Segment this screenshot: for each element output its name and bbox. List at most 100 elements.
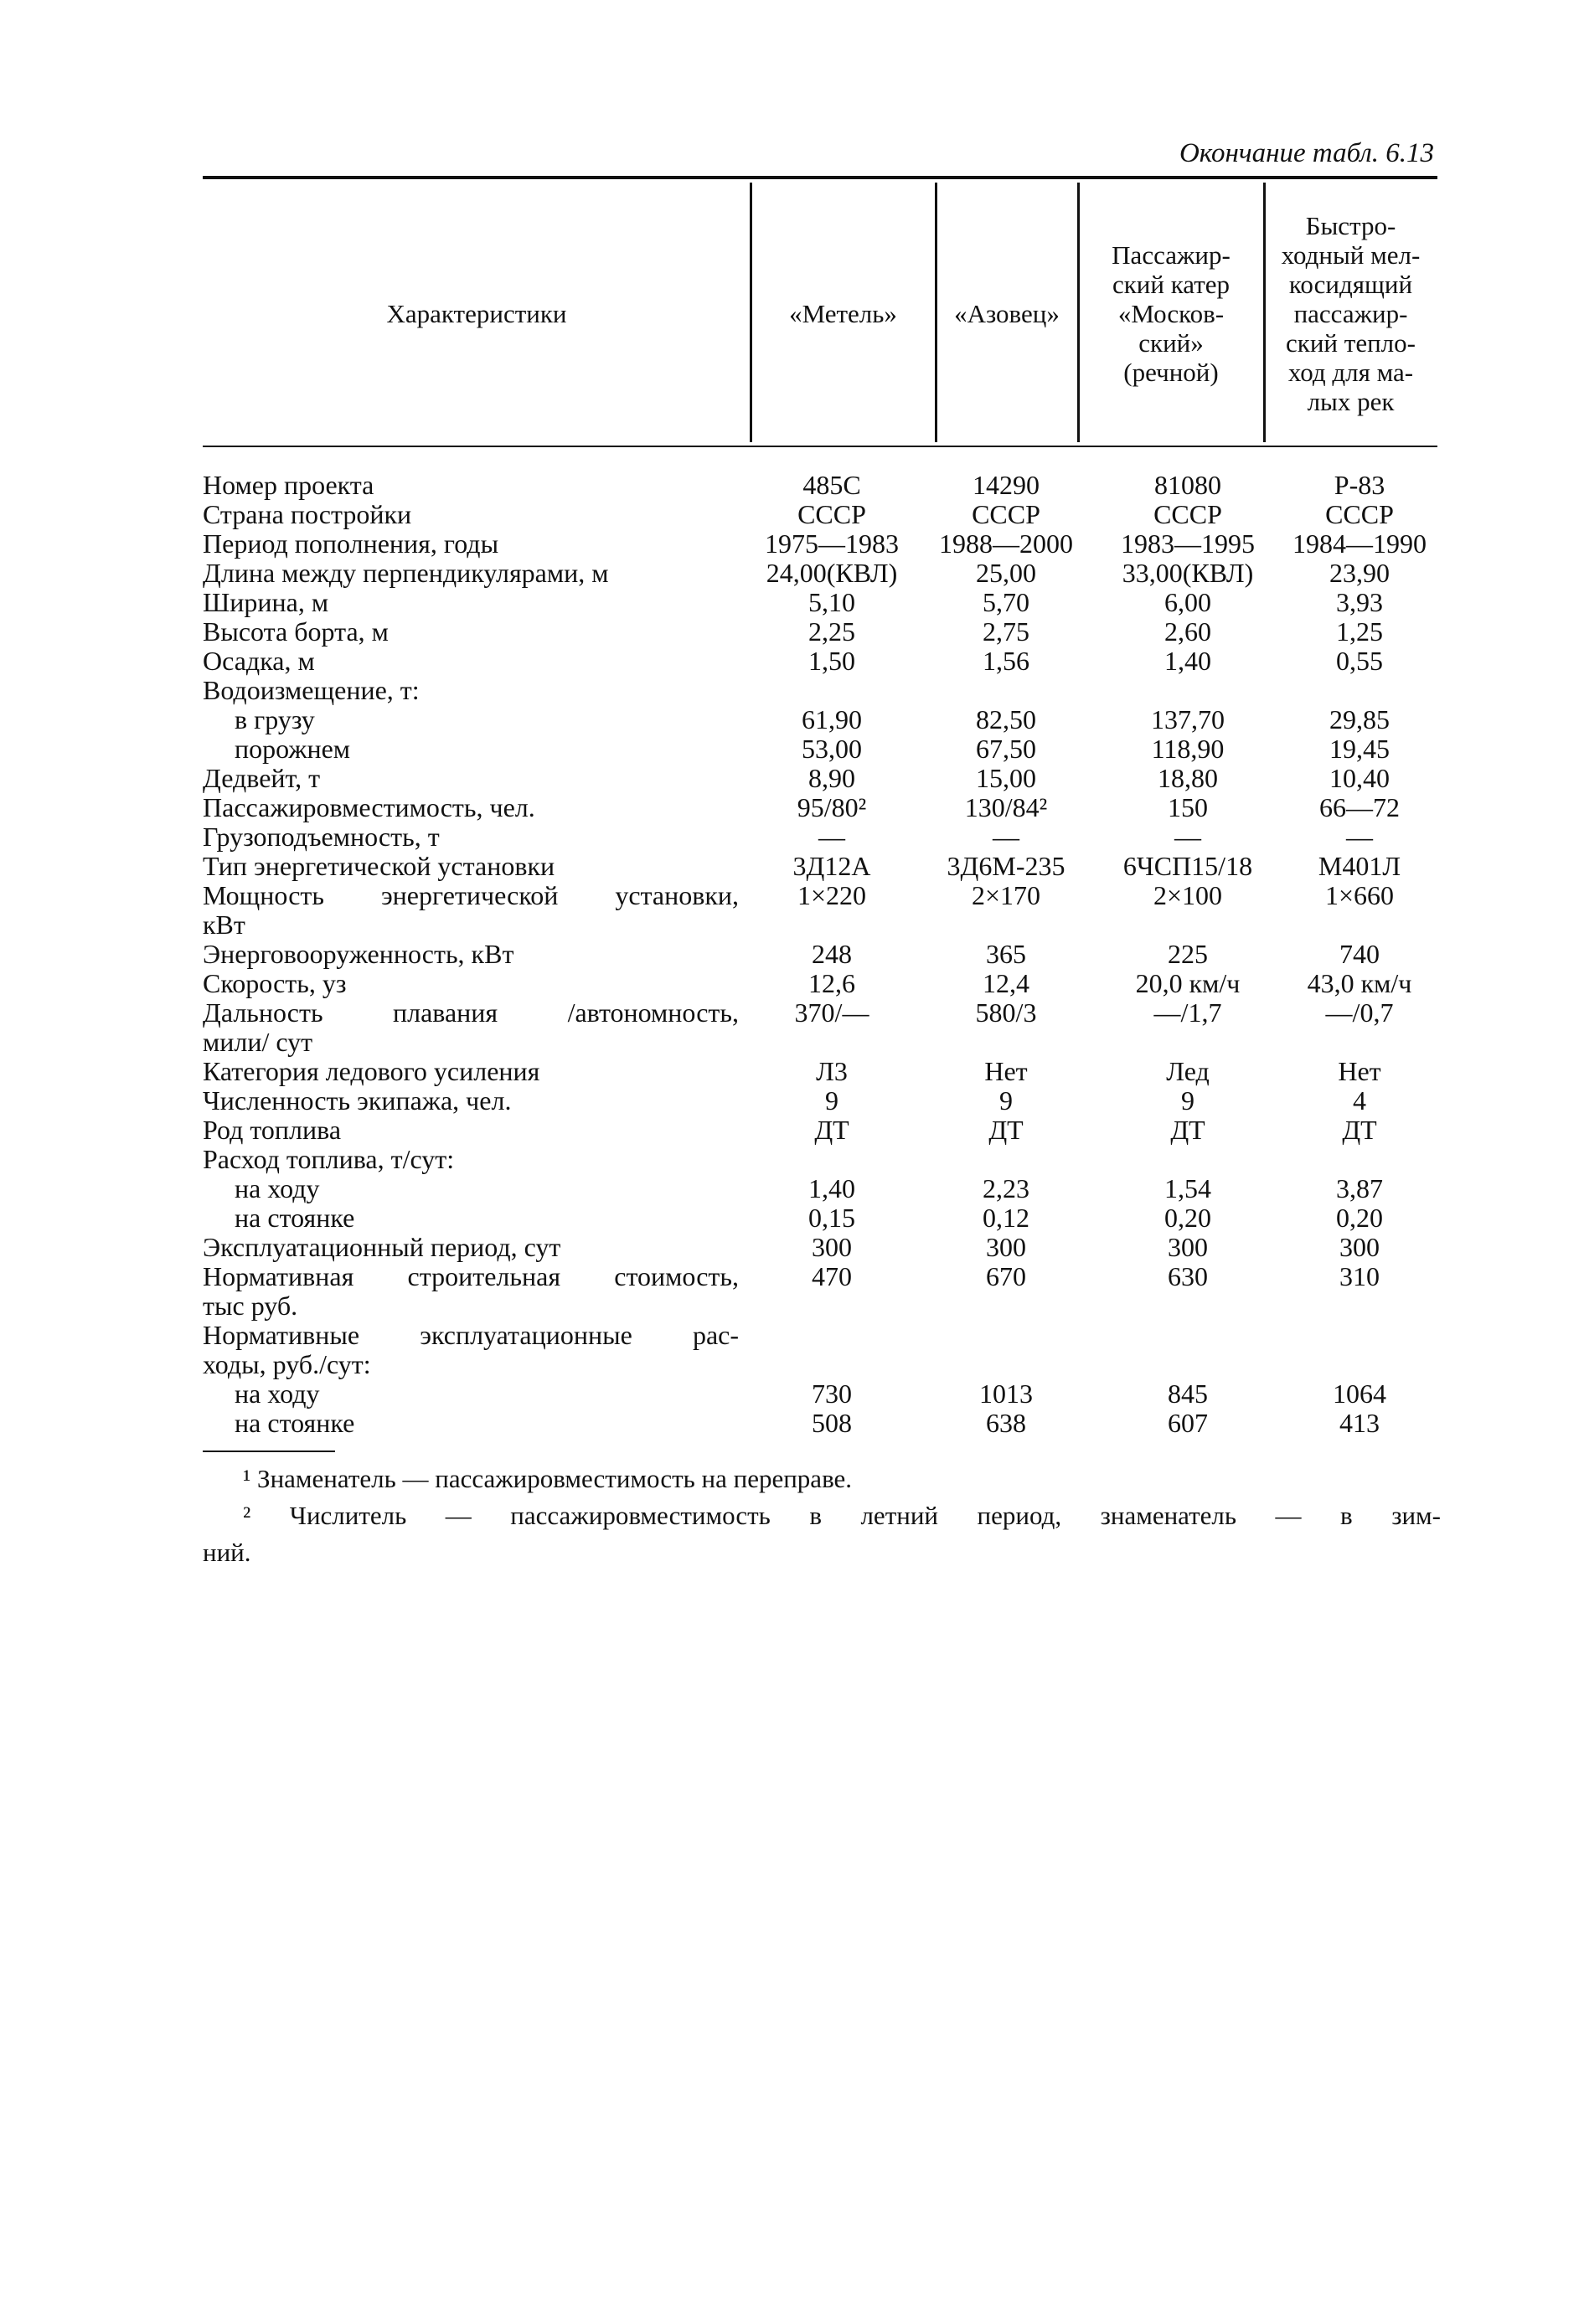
row-label: Пассажировместимость, чел. [203, 792, 535, 822]
cell-value: 0,20 [1164, 1203, 1211, 1233]
row-label: Дальность плавания /автономность, [203, 997, 739, 1028]
table-row: Номер проекта 485С 14290 81080 Р-83 [203, 471, 1442, 500]
cell-value: 1988—2000 [939, 528, 1073, 559]
column-header-line: ходный мел- [1281, 240, 1421, 270]
column-separator [1077, 183, 1080, 442]
cell-value: 29,85 [1329, 704, 1390, 734]
cell-value: 10,40 [1329, 763, 1390, 793]
row-label: Высота борта, м [203, 616, 389, 647]
cell-value: 150 [1168, 792, 1208, 822]
cell-value: 370/— [794, 997, 869, 1028]
table-row: Нормативная строительная стоимость, 470 67… [203, 1262, 1442, 1291]
table-row: Страна постройки СССР СССР СССР СССР [203, 500, 1442, 529]
column-header-line: «Москов- [1117, 298, 1225, 328]
table-row: Категория ледового усиления Л3 Нет Лед Нет [203, 1057, 1442, 1086]
table-row: Энерговооруженность, кВт 248 365 225 740 [203, 940, 1442, 969]
cell-value: 3Д12А [792, 851, 871, 881]
cell-value: 9 [825, 1085, 838, 1116]
cell-value: 53,00 [802, 734, 862, 764]
column-header: Быстро-ходный мел-косидящий пассажир-ский… [1264, 183, 1437, 444]
column-header-line: Характеристики [386, 298, 567, 328]
cell-value: 300 [1168, 1232, 1208, 1262]
cell-value: ДТ [988, 1115, 1024, 1145]
row-label: Расход топлива, т/сут: [203, 1144, 455, 1174]
row-label: Тип энергетической установки [203, 851, 555, 881]
row-label: Дедвейт, т [203, 763, 321, 793]
cell-value: —/0,7 [1325, 997, 1394, 1028]
cell-value: М401Л [1318, 851, 1401, 881]
cell-value: —/1,7 [1153, 997, 1222, 1028]
cell-value: 300 [812, 1232, 852, 1262]
cell-value: 740 [1339, 939, 1380, 969]
cell-value: 24,00(КВЛ) [766, 558, 898, 588]
cell-value: 2×170 [971, 880, 1041, 910]
row-label: Род топлива [203, 1115, 342, 1145]
cell-value: 310 [1339, 1261, 1380, 1291]
row-label: Ширина, м [203, 587, 329, 617]
column-header: Пассажир-ский катер «Москов-ский» (речной) [1078, 183, 1264, 444]
cell-value: 8,90 [808, 763, 855, 793]
cell-value: 225 [1168, 939, 1208, 969]
cell-value: 0,55 [1336, 646, 1383, 676]
cell-value: 1,56 [983, 646, 1029, 676]
table-row: в грузу 61,90 82,50 137,70 29,85 [203, 705, 1442, 734]
cell-value: 43,0 км/ч [1307, 968, 1412, 998]
cell-value: 1013 [979, 1378, 1033, 1409]
column-header-line: (речной) [1123, 357, 1219, 387]
column-header-line: косидящий [1288, 269, 1413, 299]
table-row: Скорость, уз 12,6 12,4 20,0 км/ч 43,0 км/ч [203, 969, 1442, 998]
cell-value: 9 [999, 1085, 1013, 1116]
cell-value: 19,45 [1329, 734, 1390, 764]
cell-value: 365 [986, 939, 1026, 969]
cell-value: 5,10 [808, 587, 855, 617]
cell-value: 3,93 [1336, 587, 1383, 617]
table-row: Период пополнения, годы 1975—1983 1988—200… [203, 529, 1442, 559]
cell-value: 1,40 [1164, 646, 1211, 676]
row-label: Период пополнения, годы [203, 528, 499, 559]
row-label: Численность экипажа, чел. [203, 1085, 512, 1116]
row-label: Осадка, м [203, 646, 315, 676]
row-label: тыс руб. [203, 1291, 298, 1321]
cell-value: 300 [986, 1232, 1026, 1262]
cell-value: 0,15 [808, 1203, 855, 1233]
cell-value: ДТ [814, 1115, 849, 1145]
table-row: мили/ сут [203, 1028, 1442, 1057]
cell-value: 638 [986, 1408, 1026, 1438]
cell-value: ДТ [1342, 1115, 1377, 1145]
table-row: Эксплуатационный период, сут 300 300 300 300 [203, 1233, 1442, 1262]
column-header: Характеристики [203, 183, 751, 444]
cell-value: Нет [984, 1056, 1028, 1086]
table-row: тыс руб. [203, 1291, 1442, 1321]
row-label: порожнем [235, 734, 351, 764]
row-label: Водоизмещение, т: [203, 675, 420, 705]
cell-value: Нет [1338, 1056, 1381, 1086]
cell-value: — [993, 822, 1019, 852]
column-header-line: пассажир- [1293, 298, 1408, 328]
cell-value: ДТ [1170, 1115, 1205, 1145]
cell-value: 2,60 [1164, 616, 1211, 647]
cell-value: 300 [1339, 1232, 1380, 1262]
table-row: Осадка, м 1,50 1,56 1,40 0,55 [203, 647, 1442, 676]
cell-value: — [1174, 822, 1201, 852]
cell-value: 3Д6М-235 [947, 851, 1065, 881]
cell-value: 845 [1168, 1378, 1208, 1409]
row-label: в грузу [235, 704, 315, 734]
footnote-1: ¹ Знаменатель — пассажировместимость на … [243, 1464, 853, 1493]
footnote-2: ² Числитель — пассажировместимость в лет… [243, 1501, 1441, 1530]
cell-value: 470 [812, 1261, 852, 1291]
cell-value: 1983—1995 [1121, 528, 1255, 559]
row-label: на ходу [235, 1378, 320, 1409]
column-separator [935, 183, 937, 442]
cell-value: 66—72 [1319, 792, 1400, 822]
row-label: кВт [203, 910, 245, 940]
table-row: ходы, руб./сут: [203, 1350, 1442, 1379]
row-label: Грузоподъемность, т [203, 822, 440, 852]
row-label: Скорость, уз [203, 968, 347, 998]
cell-value: 1,25 [1336, 616, 1383, 647]
column-separator [1263, 183, 1266, 442]
cell-value: 6ЧСП15/18 [1122, 851, 1253, 881]
table-row: Расход топлива, т/сут: [203, 1145, 1442, 1174]
footnote-rule [203, 1451, 335, 1452]
row-label: Нормативная строительная стоимость, [203, 1261, 739, 1291]
cell-value: 12,4 [983, 968, 1029, 998]
